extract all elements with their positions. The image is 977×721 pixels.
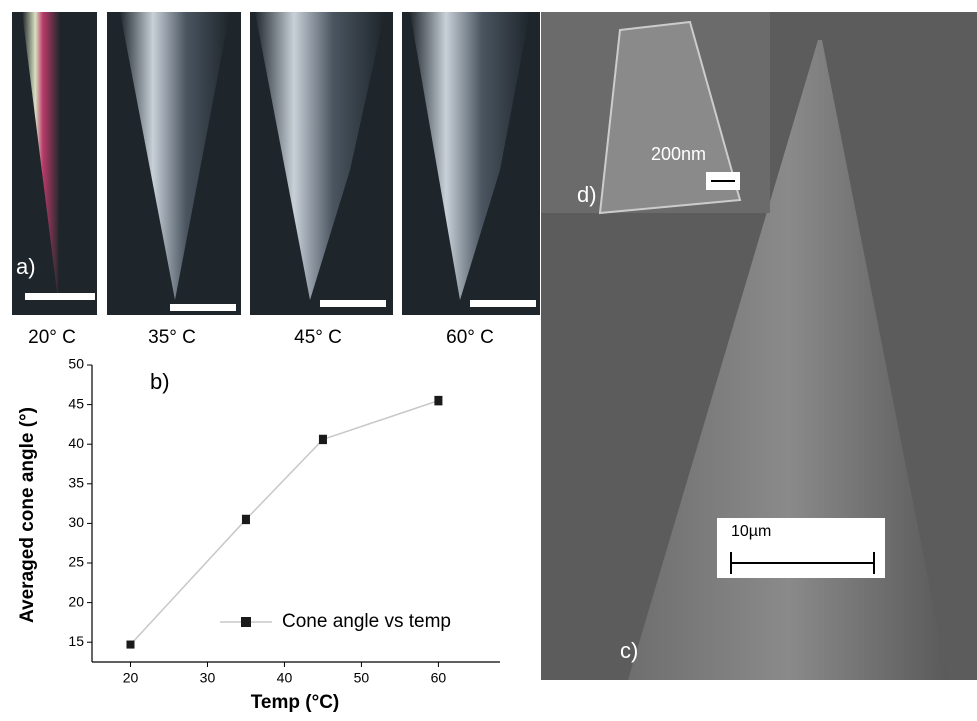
panel-a: a) 20° C 35° C 45° C 60° C (12, 12, 540, 348)
figure: a) 20° C 35° C 45° C 60° C 10µm c) 200nm… (0, 0, 977, 716)
y-tick-label: 40 (68, 435, 84, 451)
x-axis-label: Temp (°C) (251, 692, 340, 713)
y-tick-label: 30 (68, 514, 84, 530)
scale-bar (470, 300, 536, 307)
scale-label: 200nm (651, 144, 706, 164)
x-tick-label: 50 (354, 670, 370, 686)
series-line (130, 401, 438, 645)
panel-label: c) (620, 638, 638, 663)
y-tick-label: 15 (68, 633, 84, 649)
y-tick-label: 20 (68, 593, 84, 609)
y-tick-label: 35 (68, 475, 84, 491)
temp-label: 45° C (294, 327, 342, 348)
point (319, 435, 327, 443)
panel-label: a) (16, 254, 36, 279)
point (242, 515, 250, 523)
panel-d: 200nm d) (541, 12, 770, 213)
point (434, 397, 442, 405)
scale-bar (320, 300, 386, 307)
y-tick-label: 25 (68, 554, 84, 570)
temp-label: 20° C (28, 327, 76, 348)
chart-b: b) Temp (°C) Averaged cone angle (°) 15 2… (17, 356, 500, 713)
temp-label: 35° C (148, 327, 196, 348)
y-axis-label: Averaged cone angle (°) (17, 407, 38, 623)
panel-label: d) (577, 182, 597, 207)
x-tick-label: 60 (431, 670, 447, 686)
x-tick-label: 40 (277, 670, 293, 686)
legend-label: Cone angle vs temp (282, 611, 451, 632)
panel-label: b) (150, 369, 170, 394)
scale-label: 10µm (731, 523, 771, 540)
legend-marker (241, 617, 251, 627)
y-tick-label: 50 (68, 356, 84, 372)
x-tick-label: 30 (200, 670, 216, 686)
scale-bar (25, 293, 95, 300)
scale-bar (170, 304, 236, 311)
point (126, 641, 134, 649)
x-tick-label: 20 (123, 670, 139, 686)
y-tick-label: 45 (68, 395, 84, 411)
temp-label: 60° C (446, 327, 494, 348)
